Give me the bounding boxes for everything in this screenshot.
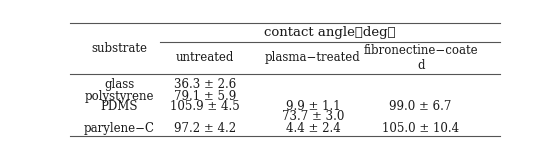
Text: 105.0 ± 10.4: 105.0 ± 10.4: [382, 122, 459, 135]
Text: parylene−C: parylene−C: [83, 122, 155, 135]
Text: 97.2 ± 4.2: 97.2 ± 4.2: [174, 122, 236, 135]
Text: plasma−treated: plasma−treated: [265, 51, 361, 64]
Text: 105.9 ± 4.5: 105.9 ± 4.5: [170, 100, 240, 113]
Text: 4.4 ± 2.4: 4.4 ± 2.4: [286, 122, 340, 135]
Text: 79.1 ± 5.9: 79.1 ± 5.9: [174, 90, 236, 103]
Text: 36.3 ± 2.6: 36.3 ± 2.6: [174, 78, 236, 91]
Text: 9.9 ± 1.1: 9.9 ± 1.1: [286, 100, 340, 113]
Text: PDMS: PDMS: [100, 100, 138, 113]
Text: untreated: untreated: [176, 51, 235, 64]
Text: substrate: substrate: [91, 42, 147, 55]
Text: fibronectine−coate
d: fibronectine−coate d: [364, 44, 478, 72]
Text: glass: glass: [104, 78, 134, 91]
Text: 99.0 ± 6.7: 99.0 ± 6.7: [390, 100, 452, 113]
Text: 73.7 ± 3.0: 73.7 ± 3.0: [282, 110, 344, 123]
Text: contact angle（deg）: contact angle（deg）: [265, 26, 396, 39]
Text: polystyrene: polystyrene: [85, 90, 154, 103]
